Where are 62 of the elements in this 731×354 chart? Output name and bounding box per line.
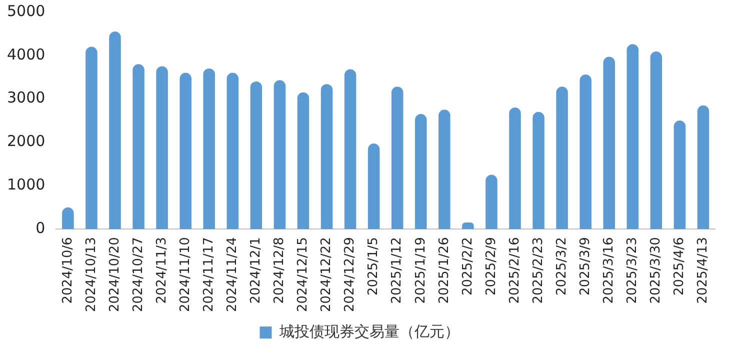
x-tick-label: 2024/10/6 [60, 237, 76, 304]
bar [297, 92, 310, 230]
bar [226, 72, 239, 230]
bar [274, 80, 286, 230]
x-tick-label: 2025/3/23 [625, 237, 640, 304]
bar [603, 56, 615, 230]
y-tick-label: 3000 [6, 88, 46, 107]
x-tick-label: 2025/2/16 [507, 237, 522, 304]
x-tick-label: 2025/3/30 [648, 237, 664, 304]
y-tick-label: 4000 [6, 45, 46, 64]
bar [391, 86, 404, 230]
x-tick-label: 2024/10/20 [107, 237, 122, 312]
x-tick-label: 2024/10/13 [84, 237, 99, 312]
x-tick-label: 2025/1/26 [436, 237, 452, 304]
bar [62, 207, 74, 230]
bar [344, 69, 356, 230]
bar [438, 110, 450, 230]
x-tick-label: 2024/11/24 [225, 237, 240, 312]
bar [250, 81, 262, 230]
x-tick-label: 2024/12/8 [272, 237, 288, 304]
x-tick-label: 2024/11/10 [178, 237, 193, 312]
bar [509, 108, 521, 230]
x-tick-label: 2024/11/17 [201, 237, 216, 312]
bar [532, 112, 544, 230]
x-tick-label: 2025/3/2 [554, 237, 570, 296]
y-tick-label: 1000 [6, 176, 46, 194]
x-tick-label: 2025/3/9 [578, 237, 593, 296]
bar [697, 105, 710, 230]
x-tick-label: 2024/12/29 [342, 237, 358, 312]
x-tick-label: 2024/11/3 [154, 237, 170, 304]
bar [203, 68, 215, 230]
y-tick-label: 5000 [6, 2, 46, 20]
y-tick-label: 2000 [6, 132, 46, 150]
x-tick-label: 2025/1/5 [366, 237, 382, 296]
bar [156, 66, 168, 230]
bar [674, 120, 686, 230]
bar [320, 84, 333, 230]
x-tick-label: 2025/4/6 [672, 237, 688, 296]
legend-label: 城投债现券交易量（亿元） [278, 322, 460, 340]
bar [368, 144, 380, 230]
x-tick-label: 2024/12/15 [296, 237, 311, 312]
x-tick-label: 2024/12/22 [319, 237, 334, 312]
x-tick-label: 2025/3/16 [601, 237, 616, 304]
bar [486, 174, 498, 230]
x-tick-label: 2025/4/13 [696, 237, 711, 304]
x-tick-label: 2024/10/27 [130, 237, 146, 312]
bar [109, 32, 121, 230]
x-tick-label: 2025/2/23 [530, 237, 546, 304]
x-tick-label: 2025/1/19 [413, 237, 428, 304]
x-tick-label: 2025/1/12 [390, 237, 405, 304]
bar [650, 52, 662, 230]
bar [626, 44, 639, 230]
y-tick-label: 0 [36, 218, 46, 237]
bar [180, 72, 192, 230]
bar [132, 64, 144, 230]
x-tick-label: 2025/2/9 [484, 237, 499, 296]
x-tick-label: 2025/2/2 [460, 237, 476, 296]
bar [86, 46, 98, 230]
bar [415, 114, 427, 230]
x-tick-label: 2024/12/1 [248, 237, 264, 304]
bar [556, 86, 568, 230]
bar [580, 74, 592, 230]
